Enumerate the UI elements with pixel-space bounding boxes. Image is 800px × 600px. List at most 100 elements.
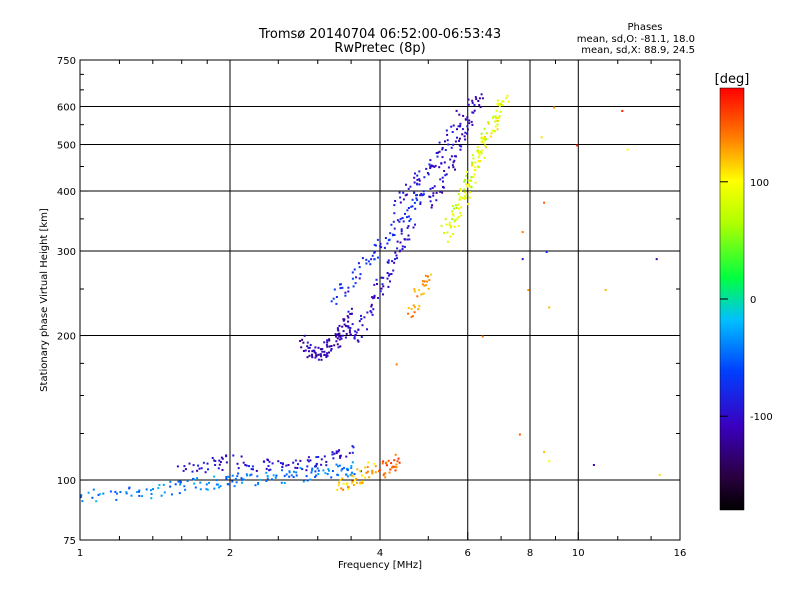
data-point [347, 310, 350, 313]
data-point [543, 201, 546, 204]
data-point [138, 489, 141, 492]
data-point [268, 469, 270, 472]
colorbar-ticks: 100 0 -100 [720, 178, 773, 423]
data-point [92, 488, 95, 491]
data-point [498, 105, 501, 107]
data-point [199, 488, 202, 491]
data-point [208, 481, 210, 484]
data-point [373, 243, 376, 246]
data-point [257, 483, 260, 486]
data-point [359, 481, 362, 484]
data-point [352, 484, 355, 486]
data-point [202, 461, 205, 464]
data-point [237, 467, 240, 470]
data-point [436, 155, 439, 158]
data-point [386, 242, 389, 245]
data-point [293, 470, 295, 473]
data-point [138, 494, 141, 497]
data-point [477, 159, 480, 162]
data-point [366, 466, 369, 468]
data-point [425, 167, 428, 170]
y-tick-label: 200 [57, 332, 76, 343]
data-point [396, 247, 399, 250]
data-point [361, 474, 363, 477]
data-point [221, 469, 224, 471]
data-point [471, 101, 474, 104]
data-point [174, 483, 177, 486]
data-point [393, 459, 396, 462]
data-point [301, 468, 304, 471]
data-point [468, 122, 471, 125]
x-tick-label: 10 [572, 548, 585, 559]
data-point [352, 285, 355, 288]
data-point [463, 188, 466, 191]
data-point [347, 326, 350, 329]
phase-info-o: mean, sd,O: -81.1, 18.0 [577, 34, 695, 45]
data-point [321, 350, 324, 353]
data-point [441, 191, 444, 194]
data-point [375, 278, 378, 281]
data-point [384, 237, 387, 239]
data-point [369, 310, 372, 312]
data-point [213, 475, 216, 478]
data-point [484, 139, 487, 142]
data-point [402, 220, 405, 223]
data-point [485, 138, 488, 141]
data-point [343, 323, 346, 326]
data-point [452, 161, 455, 164]
data-point [263, 460, 266, 463]
data-point [357, 340, 360, 343]
data-point [288, 470, 291, 473]
data-point [445, 173, 448, 176]
data-point [267, 465, 270, 467]
data-point [418, 305, 421, 308]
data-point [452, 233, 454, 236]
data-point [353, 334, 356, 337]
data-point [458, 198, 461, 201]
data-point [418, 179, 421, 182]
data-point [458, 113, 461, 116]
data-point [346, 315, 349, 318]
data-point [215, 483, 218, 486]
data-point [389, 280, 391, 283]
data-point [382, 276, 385, 279]
data-point [152, 488, 154, 491]
data-point [434, 164, 437, 167]
data-point [410, 315, 413, 318]
data-point [484, 144, 487, 147]
data-point [482, 141, 485, 144]
data-point [404, 194, 407, 197]
data-point [467, 203, 469, 206]
data-point [459, 125, 461, 128]
data-point [279, 462, 282, 464]
data-points [80, 93, 661, 503]
data-point [421, 194, 424, 196]
data-point [179, 481, 182, 484]
data-point [351, 451, 354, 454]
data-point [345, 455, 348, 458]
data-point [548, 460, 551, 463]
data-point [400, 230, 403, 232]
data-point [326, 354, 329, 357]
data-point [422, 190, 425, 193]
data-point [498, 116, 501, 119]
data-point [427, 287, 430, 290]
data-point [347, 488, 350, 490]
data-point [426, 280, 428, 283]
data-point [381, 283, 384, 286]
data-point [496, 128, 499, 131]
data-point [431, 165, 434, 168]
data-point [319, 348, 322, 351]
data-point [348, 329, 351, 332]
data-point [483, 135, 486, 138]
data-point [344, 324, 347, 327]
data-point [227, 475, 230, 478]
data-point [458, 139, 460, 142]
data-point [305, 469, 308, 472]
data-point [158, 484, 161, 486]
data-point [313, 349, 316, 352]
data-point [411, 205, 414, 208]
data-point [344, 294, 347, 297]
data-point [518, 433, 521, 436]
